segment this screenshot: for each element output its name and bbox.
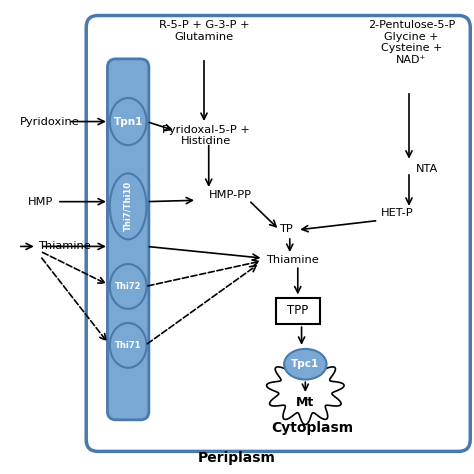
Text: Pyridoxine: Pyridoxine — [20, 117, 80, 127]
Text: Mt: Mt — [296, 396, 314, 410]
Ellipse shape — [110, 264, 146, 309]
Text: HET-P: HET-P — [381, 209, 413, 219]
Text: Cytoplasm: Cytoplasm — [271, 421, 354, 435]
Text: Periplasm: Periplasm — [198, 451, 276, 465]
Text: TP: TP — [279, 225, 292, 235]
FancyBboxPatch shape — [276, 298, 320, 324]
Text: Thi72: Thi72 — [115, 282, 141, 291]
Text: 2-Pentulose-5-P
Glycine +
Cysteine +
NAD⁺: 2-Pentulose-5-P Glycine + Cysteine + NAD… — [368, 20, 455, 65]
Text: R-5-P + G-3-P +
Glutamine: R-5-P + G-3-P + Glutamine — [159, 20, 249, 42]
Ellipse shape — [284, 349, 327, 380]
Text: Thi71: Thi71 — [115, 341, 141, 350]
FancyBboxPatch shape — [86, 16, 470, 451]
Ellipse shape — [110, 323, 146, 368]
Text: Thiamine: Thiamine — [266, 255, 319, 264]
Text: NTA: NTA — [416, 164, 438, 173]
Ellipse shape — [110, 173, 146, 239]
Ellipse shape — [110, 98, 146, 145]
FancyBboxPatch shape — [108, 59, 149, 420]
Text: TPP: TPP — [287, 304, 309, 318]
Polygon shape — [266, 357, 344, 425]
Text: Tpc1: Tpc1 — [291, 359, 319, 369]
Text: HMP: HMP — [28, 197, 54, 207]
Text: Thi7/Thi10: Thi7/Thi10 — [124, 182, 133, 231]
Text: HMP-PP: HMP-PP — [209, 190, 251, 200]
Text: Pyridoxal-5-P +
Histidine: Pyridoxal-5-P + Histidine — [163, 125, 250, 146]
Text: Thiamine: Thiamine — [38, 241, 91, 251]
Text: Tpn1: Tpn1 — [113, 117, 143, 127]
